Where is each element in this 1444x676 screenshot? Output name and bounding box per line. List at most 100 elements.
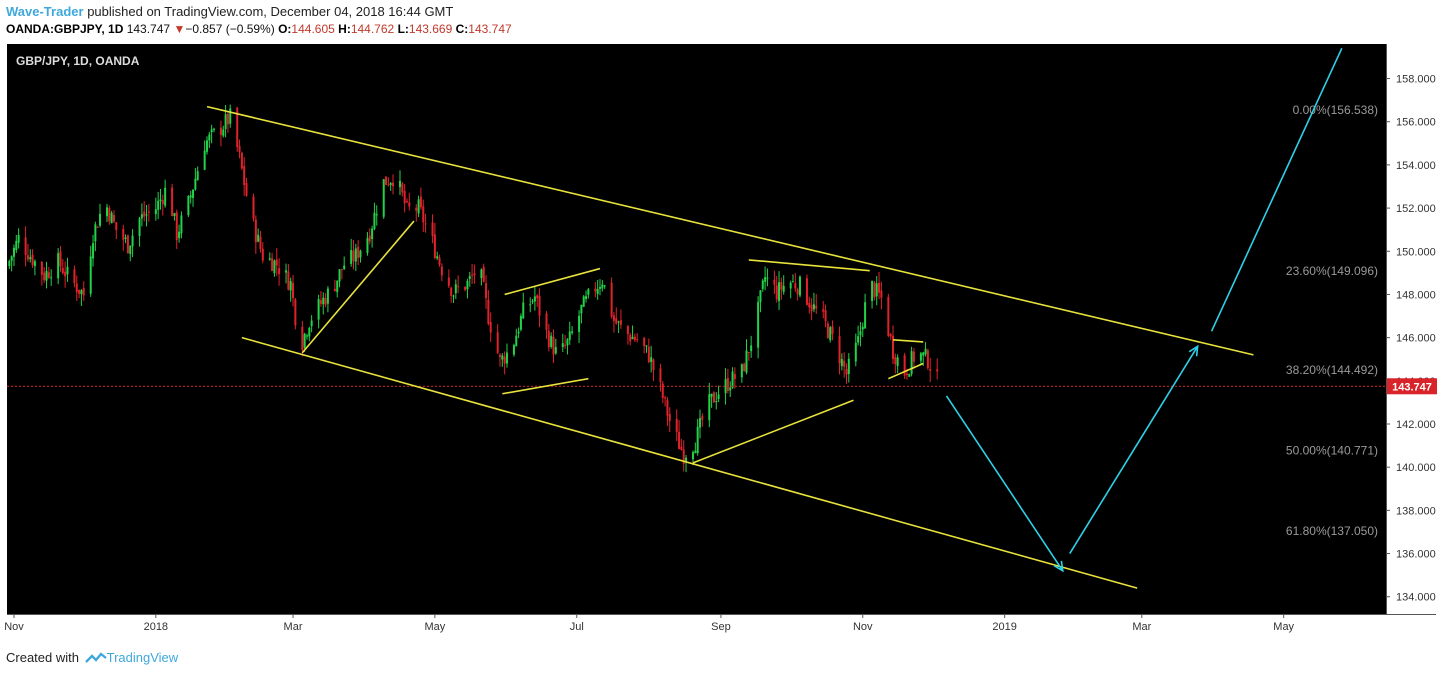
high-value: 144.762 bbox=[350, 22, 395, 36]
candle-body bbox=[368, 235, 371, 242]
y-tick-label: 138.000 bbox=[1396, 505, 1436, 517]
candle-body bbox=[708, 394, 711, 421]
published-text: published on TradingView.com, December 0… bbox=[87, 4, 454, 19]
candle-body bbox=[731, 371, 734, 388]
candle-body bbox=[305, 335, 308, 337]
fib-level-label: 61.80%(137.050) bbox=[1286, 524, 1378, 538]
candle-body bbox=[245, 183, 248, 196]
candle-body bbox=[108, 208, 111, 222]
candle-body bbox=[336, 280, 339, 293]
candle-body bbox=[399, 180, 402, 188]
candle-body bbox=[285, 270, 288, 273]
candle-body bbox=[292, 283, 295, 298]
candle-body bbox=[936, 369, 939, 372]
candle-body bbox=[694, 450, 697, 454]
candle-body bbox=[747, 352, 750, 354]
y-tick-label: 158.000 bbox=[1396, 74, 1436, 86]
x-tick-label: 2019 bbox=[992, 621, 1016, 633]
y-tick-label: 142.000 bbox=[1396, 419, 1436, 431]
candle-body bbox=[338, 269, 341, 282]
candle-body bbox=[701, 416, 704, 420]
candle-body bbox=[501, 355, 504, 360]
candle-body bbox=[433, 234, 436, 258]
candle-body bbox=[189, 195, 192, 198]
candle-body bbox=[892, 335, 895, 360]
candle-body bbox=[403, 191, 406, 204]
candle-body bbox=[636, 339, 639, 341]
candle-body bbox=[110, 212, 113, 224]
y-tick-label: 148.000 bbox=[1396, 289, 1436, 301]
candle-body bbox=[12, 247, 15, 257]
candle-body bbox=[212, 128, 215, 130]
candle-body bbox=[343, 265, 346, 269]
candle-body bbox=[222, 129, 225, 136]
candle-body bbox=[552, 336, 555, 355]
candle-body bbox=[31, 254, 34, 266]
candle-body bbox=[33, 261, 36, 267]
candle-body bbox=[829, 327, 832, 341]
candle-body bbox=[419, 196, 422, 208]
tradingview-link[interactable]: TradingView bbox=[106, 650, 179, 665]
candle-body bbox=[485, 283, 488, 299]
candle-body bbox=[124, 237, 127, 239]
candle-body bbox=[310, 320, 313, 327]
candle-body bbox=[254, 219, 257, 243]
x-tick-label: Nov bbox=[853, 621, 873, 633]
candle-body bbox=[236, 108, 239, 148]
candle-body bbox=[308, 327, 311, 337]
candle-body bbox=[775, 285, 778, 300]
tradingview-logo-icon bbox=[84, 652, 107, 663]
candle-body bbox=[229, 108, 232, 124]
candle-body bbox=[143, 211, 146, 217]
candle-body bbox=[350, 249, 353, 264]
candle-body bbox=[359, 250, 362, 258]
candles bbox=[8, 104, 939, 473]
candle-body bbox=[757, 301, 760, 348]
symbol-label: OANDA:GBPJPY, 1D bbox=[6, 22, 124, 36]
candle-body bbox=[259, 236, 262, 249]
candle-body bbox=[224, 114, 227, 129]
candle-body bbox=[145, 214, 148, 216]
candle-body bbox=[822, 309, 825, 312]
trendline bbox=[504, 267, 601, 296]
y-tick-label: 140.000 bbox=[1396, 462, 1436, 474]
candle-body bbox=[724, 379, 727, 394]
fib-level-label: 38.20%(144.492) bbox=[1286, 363, 1378, 377]
candle-body bbox=[147, 211, 150, 213]
candle-body bbox=[480, 269, 483, 278]
candle-body bbox=[759, 290, 762, 303]
candle-body bbox=[712, 392, 715, 403]
candle-body bbox=[680, 446, 683, 450]
arrowhead bbox=[1053, 560, 1064, 573]
candle-body bbox=[843, 360, 846, 367]
candle-body bbox=[782, 285, 785, 292]
candle-body bbox=[29, 257, 32, 260]
candle-body bbox=[178, 231, 181, 238]
author-link[interactable]: Wave-Trader bbox=[6, 4, 84, 19]
candle-body bbox=[908, 373, 911, 377]
candle-body bbox=[778, 282, 781, 302]
arrowhead bbox=[1188, 344, 1199, 357]
candle-body bbox=[473, 273, 476, 276]
low-value: 143.669 bbox=[408, 22, 453, 36]
candle-body bbox=[371, 228, 374, 240]
candle-body bbox=[659, 368, 662, 383]
last-price-tag bbox=[1387, 378, 1437, 395]
x-tick-label: Mar bbox=[1132, 621, 1151, 633]
candle-body bbox=[268, 258, 271, 260]
candle-body bbox=[47, 272, 50, 278]
candle-body bbox=[812, 304, 815, 310]
candle-body bbox=[805, 278, 808, 305]
candle-body bbox=[580, 305, 583, 314]
candle-body bbox=[471, 274, 474, 276]
candle-body bbox=[415, 207, 418, 211]
candle-body bbox=[612, 315, 615, 321]
candle-body bbox=[533, 296, 536, 302]
publisher-line: Wave-Trader published on TradingView.com… bbox=[6, 3, 1426, 21]
candle-body bbox=[857, 336, 860, 343]
trendline bbox=[888, 362, 924, 380]
high-label: H: bbox=[338, 22, 351, 36]
fib-level-label: 23.60%(149.096) bbox=[1286, 264, 1378, 278]
candle-body bbox=[340, 269, 343, 271]
